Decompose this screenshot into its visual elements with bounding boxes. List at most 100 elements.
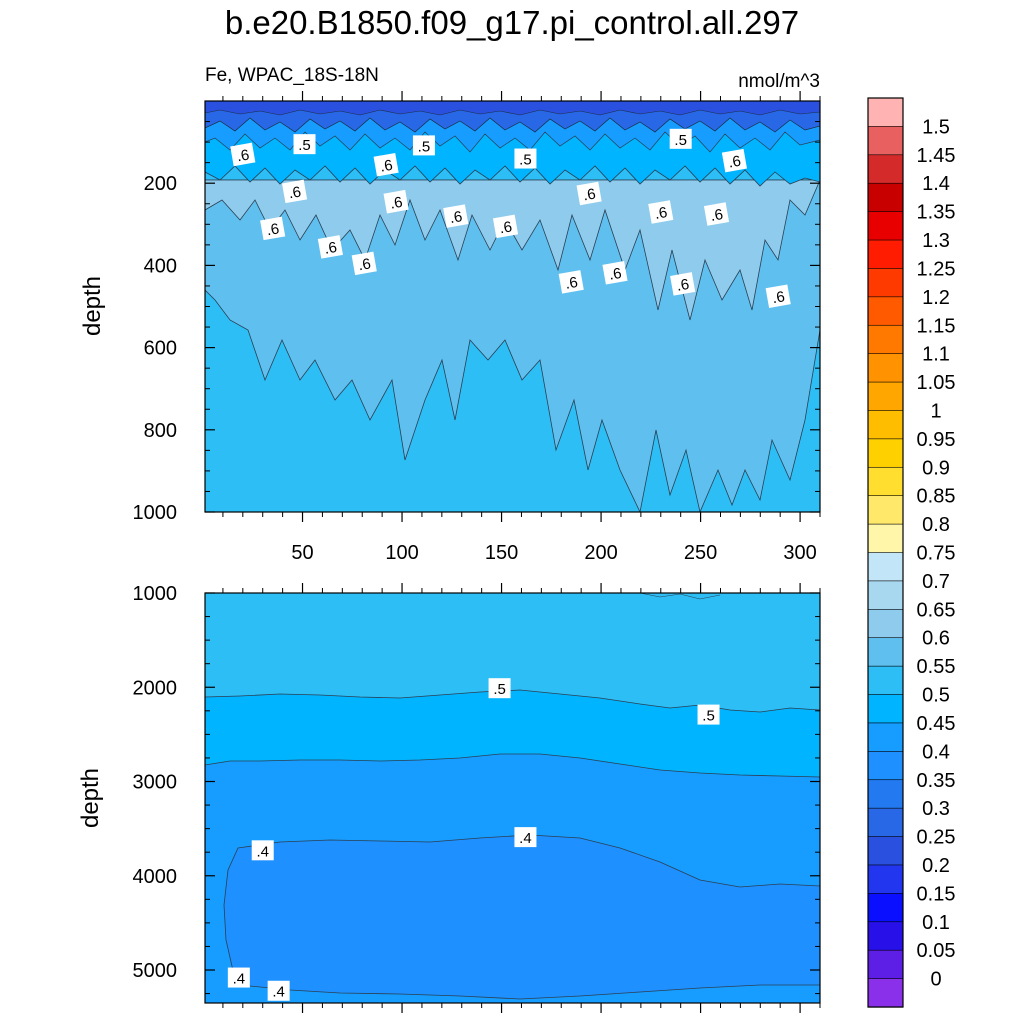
colorbar-label: 0.85 [917, 486, 956, 508]
colorbar-swatch [867, 580, 904, 610]
x-tick-label: 50 [291, 542, 313, 564]
colorbar-label: 0 [930, 969, 941, 991]
lower-y-tick-label: 5000 [133, 960, 178, 982]
contour-label-text: .6 [727, 153, 742, 172]
colorbar-label: 0.4 [922, 741, 950, 763]
contour-label: .6 [281, 179, 308, 204]
contour-label-box [488, 678, 511, 699]
contour-label-text: .6 [498, 218, 513, 237]
contour-label: .4 [251, 840, 274, 861]
contour-label: .4 [267, 980, 290, 1001]
contour-label-box [281, 179, 308, 204]
lower-contour-labels: .5 .5 .4 .4 .4 .4 [227, 678, 720, 1001]
contour-label: .6 [648, 200, 674, 224]
x-tick-label: 100 [385, 542, 418, 564]
lower-y-tick-label: 4000 [133, 866, 178, 888]
upper-contour-labels: .6 .5 .5 .6 .5 .5 .6 .6 .6 .6 .6 .6 .6 .6 .6 .6 .6 .6 .6 .6… [230, 128, 791, 308]
colorbar-swatch [867, 751, 904, 781]
colorbar-label: 0.8 [922, 514, 950, 536]
contour-label: .5 [697, 704, 720, 725]
contour-label-text: .6 [265, 220, 280, 239]
contour-label-text: .6 [235, 146, 250, 165]
colorbar-label: 0.2 [922, 855, 950, 877]
x-tick-label: 300 [783, 542, 816, 564]
contour-label-box [669, 128, 692, 149]
colorbar-label: 1.05 [917, 372, 956, 394]
contour-label-box [492, 214, 519, 239]
colorbar-label: 1.4 [922, 173, 950, 195]
colorbar-label: 0.9 [922, 457, 950, 479]
colorbar-swatch [867, 921, 904, 951]
colorbar: 1.5 1.45 1.4 1.35 1.3 1.25 1.2 1.15 1.1 1.05 1 0.95… [867, 97, 956, 1008]
contour-label-box [317, 235, 343, 259]
colorbar-frame [867, 97, 904, 1008]
colorbar-swatch [867, 893, 904, 923]
contour-label-text: .5 [298, 137, 311, 154]
lower-top-contour [639, 593, 721, 600]
lower-y-tick-label: 1000 [133, 583, 178, 605]
colorbar-label: 0.7 [922, 571, 950, 593]
x-tick-label: 250 [684, 542, 717, 564]
upper-y-tick-label: 800 [144, 420, 177, 442]
contour-label: .5 [488, 678, 511, 699]
colorbar-swatch [867, 353, 904, 383]
contour-label-box [514, 827, 537, 848]
contour-label: .6 [721, 148, 747, 173]
contour-label: .5 [293, 134, 316, 155]
contour-label-box [230, 142, 256, 167]
contour-label-text: .6 [357, 255, 372, 274]
colorbar-swatch [867, 978, 904, 1008]
contour-label: .6 [703, 202, 730, 226]
colorbar-swatch [867, 637, 904, 667]
colorbar-swatch [867, 268, 904, 298]
contour-label-box [251, 840, 274, 861]
contour-label-box [443, 204, 469, 228]
contour-label-box [267, 980, 290, 1001]
upper-panel: .6 .5 .5 .6 .5 .5 .6 .6 .6 .6 .6 .6 .6 .6 .6 .6 .6 .6 .6 .6… [79, 91, 821, 564]
contour-label-box [293, 134, 316, 155]
contour-label-text: .5 [493, 681, 506, 698]
colorbar-swatch [867, 154, 904, 184]
contour-label-text: .6 [379, 157, 394, 176]
contour-label-text: .6 [564, 274, 579, 293]
upper-y-axis-label: depth [79, 276, 106, 336]
contour-label-text: .6 [287, 183, 302, 202]
contour-label-box [351, 251, 377, 276]
contour-label: .4 [514, 827, 537, 848]
contour-label-text: .6 [582, 185, 597, 204]
contour-label: .6 [230, 142, 256, 167]
x-tick-label: 200 [584, 542, 617, 564]
colorbar-swatch [867, 495, 904, 525]
lower-axes: 1000 2000 3000 4000 5000 [133, 583, 821, 1013]
colorbar-label: 1.25 [917, 258, 956, 280]
upper-y-tick-label: 1000 [133, 502, 178, 524]
colorbar-label: 0.6 [922, 628, 950, 650]
colorbar-label: 0.5 [922, 685, 950, 707]
colorbar-swatch [867, 410, 904, 440]
colorbar-label: 1 [930, 400, 941, 422]
contour-label-text: .4 [272, 984, 285, 1001]
colorbar-swatch [867, 694, 904, 724]
contour-label-box [576, 181, 602, 206]
upper-y-tick-label: 600 [144, 338, 177, 360]
colorbar-label: 0.3 [922, 798, 950, 820]
colorbar-label: 0.95 [917, 429, 956, 451]
colorbar-label: 1.3 [922, 230, 950, 252]
contour-label-text: .6 [323, 239, 338, 258]
contour-label-box [721, 148, 747, 173]
colorbar-label: 1.5 [922, 116, 950, 138]
colorbar-swatch [867, 836, 904, 866]
contour-label: .6 [443, 204, 469, 228]
contour-label: .6 [373, 152, 399, 177]
colorbar-swatch [867, 381, 904, 412]
upper-y-tick-label: 200 [144, 173, 177, 195]
colorbar-swatch [867, 97, 904, 128]
units-label: nmol/m^3 [738, 71, 820, 92]
colorbar-swatch [867, 552, 904, 582]
contour-label-text: .5 [519, 152, 532, 169]
colorbar-swatch [867, 864, 904, 894]
contour-label-text: .6 [771, 288, 786, 307]
colorbar-swatch [867, 665, 904, 696]
contour-label-text: .4 [519, 830, 532, 847]
